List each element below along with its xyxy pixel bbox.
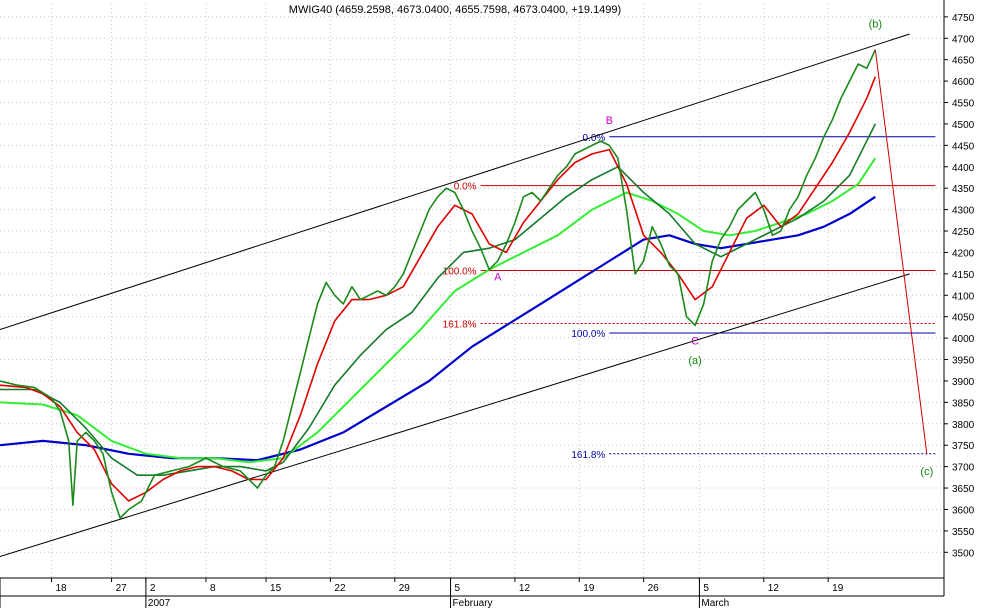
- wave-label-layer: A B C (a) (b) (c): [494, 19, 933, 479]
- y-tick-label: 4100: [952, 291, 975, 302]
- fib-level-label: 100.0%: [571, 329, 605, 340]
- x-month-label: February: [453, 598, 493, 608]
- x-tick-label: 2: [150, 583, 156, 594]
- wave-label: C: [691, 336, 699, 348]
- y-tick-label: 4700: [952, 34, 975, 45]
- fib-level-label: 161.8%: [571, 450, 605, 461]
- wave-label: B: [606, 115, 613, 127]
- x-month-label: 2007: [148, 598, 171, 608]
- x-tick-label: 19: [583, 583, 595, 594]
- y-tick-label: 4250: [952, 227, 975, 238]
- channel-line: [0, 273, 910, 558]
- series-line-ma_red: [0, 76, 877, 502]
- series-line-price: [0, 49, 877, 519]
- x-tick-label: 29: [399, 583, 411, 594]
- y-tick-label: 3900: [952, 377, 975, 388]
- x-tick-label: 18: [55, 583, 67, 594]
- y-tick-label: 4150: [952, 270, 975, 281]
- y-tick-label: 3700: [952, 463, 975, 474]
- x-tick-label: 8: [210, 583, 216, 594]
- y-tick-label: 4500: [952, 120, 975, 131]
- x-tick-label: 12: [519, 583, 531, 594]
- wave-label: (c): [920, 466, 933, 478]
- x-tick-label: 5: [703, 583, 709, 594]
- x-tick-label: 12: [768, 583, 780, 594]
- projection-line: [874, 49, 928, 454]
- wave-label: (a): [688, 355, 701, 367]
- y-tick-label: 3600: [952, 505, 975, 516]
- y-tick-label: 3850: [952, 398, 975, 409]
- y-tick-label: 4350: [952, 184, 975, 195]
- fib-level-label: 100.0%: [443, 266, 477, 277]
- y-tick-label: 4050: [952, 313, 975, 324]
- x-tick-label: 22: [334, 583, 346, 594]
- chart-title: MWIG40 (4659.2598, 4673.0400, 4655.7598,…: [289, 4, 621, 16]
- fib-level-label: 0.0%: [454, 182, 477, 193]
- y-tick-label: 4550: [952, 99, 975, 110]
- y-tick-label: 4750: [952, 13, 975, 24]
- y-tick-label: 3750: [952, 441, 975, 452]
- y-tick-label: 4450: [952, 141, 975, 152]
- channel-layer: [0, 33, 910, 558]
- fib-layer: 0.0% 100.0% 161.8% 0.0% 100.0% 161.8%: [443, 133, 936, 461]
- x-tick-label: 15: [270, 583, 282, 594]
- fib-level-label: 161.8%: [443, 320, 477, 331]
- y-tick-label: 4600: [952, 77, 975, 88]
- x-tick-label: 5: [455, 583, 461, 594]
- x-tick-label: 19: [832, 583, 844, 594]
- x-tick-label: 27: [116, 583, 128, 594]
- grid-layer: [0, 4, 944, 578]
- x-tick-label: 26: [648, 583, 660, 594]
- y-tick-label: 4300: [952, 206, 975, 217]
- x-month-label: March: [701, 598, 729, 608]
- y-tick-label: 3950: [952, 356, 975, 367]
- y-tick-label: 3650: [952, 484, 975, 495]
- y-tick-label: 4650: [952, 56, 975, 67]
- y-tick-label: 3800: [952, 420, 975, 431]
- y-tick-label: 3550: [952, 527, 975, 538]
- channel-line: [0, 33, 910, 331]
- wave-label: A: [494, 271, 502, 283]
- axes-layer: 3500 3550 3600 3650 3700 3750 3800 3850 3900 3950…: [0, 0, 975, 609]
- series-layer: [0, 49, 928, 519]
- wave-label: (b): [869, 19, 882, 31]
- y-tick-label: 4000: [952, 334, 975, 345]
- y-tick-label: 3500: [952, 548, 975, 559]
- y-tick-label: 4200: [952, 248, 975, 259]
- y-tick-label: 4400: [952, 163, 975, 174]
- fib-level-label: 0.0%: [583, 133, 606, 144]
